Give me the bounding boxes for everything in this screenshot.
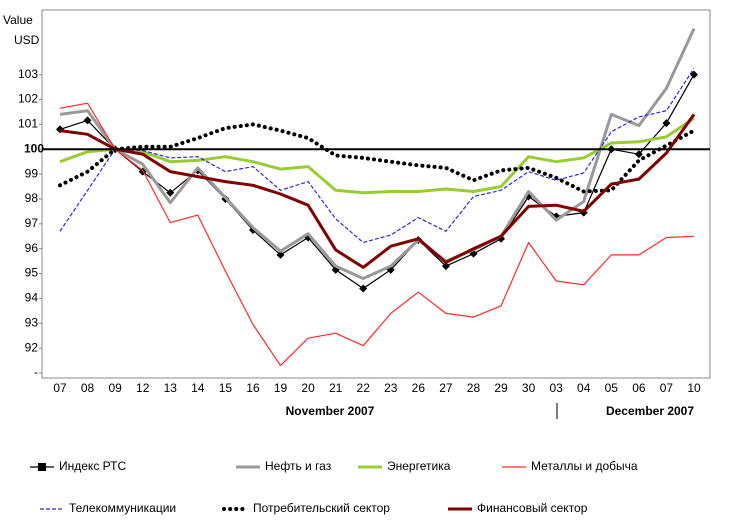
y-axis-label: USD [14, 33, 40, 47]
y-tick-label: 98 [25, 191, 39, 205]
y-tick-label: 101 [18, 117, 38, 131]
x-tick-label: 27 [439, 381, 453, 395]
x-tick-label: 04 [577, 381, 591, 395]
x-tick-label: 20 [301, 381, 315, 395]
legend-marker [38, 463, 46, 471]
series-line [59, 74, 695, 290]
x-group-label: November 2007 [286, 404, 375, 418]
y-tick-label: 93 [25, 315, 39, 329]
legend-label: Финансовый сектор [477, 501, 588, 515]
x-tick-label: 07 [660, 381, 674, 395]
x-tick-label: 05 [605, 381, 619, 395]
y-tick-label: 103 [18, 67, 38, 81]
legend-label: Нефть и газ [265, 459, 332, 473]
y-tick-label: 92 [25, 340, 39, 354]
x-tick-label: 10 [687, 381, 701, 395]
x-tick-label: 14 [191, 381, 205, 395]
series-line [59, 27, 696, 280]
x-tick-label: 08 [81, 381, 95, 395]
x-tick-label: 30 [522, 381, 536, 395]
x-tick-label: 16 [246, 381, 260, 395]
x-tick-label: 07 [53, 381, 67, 395]
x-tick-label: 26 [412, 381, 426, 395]
series-line [59, 102, 695, 367]
x-tick-label: 22 [357, 381, 371, 395]
plot-frame [41, 9, 711, 379]
x-tick-label: 06 [632, 381, 646, 395]
x-tick-label: 15 [219, 381, 233, 395]
y-tick-label: 102 [18, 92, 38, 106]
point-marker [634, 150, 643, 159]
y-tick-label: 97 [25, 216, 39, 230]
y-tick-label: 100 [24, 141, 44, 155]
x-tick-label: 13 [164, 381, 178, 395]
y-tick-label: - [34, 365, 38, 379]
x-tick-label: 09 [108, 381, 122, 395]
legend-label: Металлы и добыча [531, 459, 638, 473]
y-axis-label: Value [3, 13, 33, 27]
legend-label: Потребительский сектор [253, 501, 390, 515]
point-marker [690, 70, 698, 79]
point-marker [166, 188, 175, 197]
legend-label: Телекоммуникации [69, 501, 176, 515]
x-tick-label: 28 [467, 381, 481, 395]
legend-label: Энергетика [387, 459, 451, 473]
x-tick-label: 19 [274, 381, 288, 395]
x-tick-label: 21 [329, 381, 343, 395]
series-line [58, 122, 696, 194]
x-tick-label: 12 [136, 381, 150, 395]
point-marker [662, 119, 671, 128]
x-group-label: December 2007 [606, 404, 694, 418]
y-tick-label: 96 [25, 241, 39, 255]
y-tick-label: 99 [25, 166, 39, 180]
point-marker [276, 250, 285, 259]
x-tick-label: 03 [549, 381, 563, 395]
legend-label: Индекс РТС [59, 459, 126, 473]
point-marker [83, 116, 92, 125]
series-line [59, 68, 695, 244]
series-line [59, 116, 695, 195]
series-line [59, 113, 696, 269]
x-tick-label: 29 [494, 381, 508, 395]
y-tick-label: 95 [25, 266, 39, 280]
y-tick-label: 94 [25, 291, 39, 305]
x-tick-label: 23 [384, 381, 398, 395]
point-marker [441, 262, 450, 271]
point-marker [359, 284, 368, 293]
